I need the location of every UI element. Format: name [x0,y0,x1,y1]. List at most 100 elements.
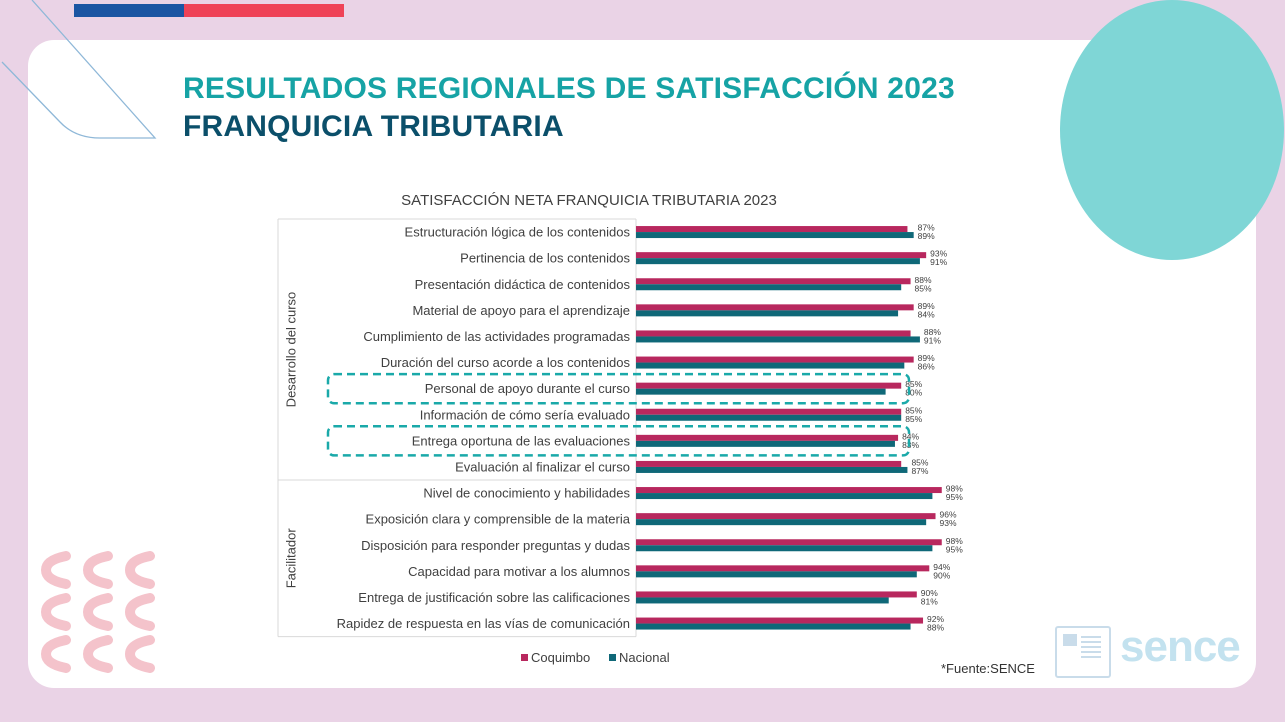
data-label: 87% [911,466,928,476]
category-label: Estructuración lógica de los contenidos [405,225,631,240]
top-accent-red [184,4,344,17]
bar-coquimbo [636,460,902,467]
data-label: 80% [905,388,922,398]
legend-swatch-nacional [609,654,616,661]
bar-coquimbo [636,487,942,494]
bar-nacional [636,466,908,473]
gobierno-logo-icon [1055,626,1111,678]
data-label: 81% [921,596,938,606]
bar-nacional [636,284,902,291]
data-label: 84% [902,431,919,441]
data-label: 89% [918,353,935,363]
chart-title: SATISFACCIÓN NETA FRANQUICIA TRIBUTARIA … [401,192,777,209]
category-label: Cumplimiento de las actividades programa… [363,329,630,344]
data-label: 93% [940,518,957,528]
data-label: 91% [930,257,947,267]
bar-nacional [636,258,920,265]
data-label: 90% [921,588,938,598]
highlight-box [326,372,911,405]
data-label: 95% [946,492,963,502]
legend-swatch-coquimbo [521,654,528,661]
bar-nacional [636,519,927,526]
data-label: 86% [918,362,935,372]
highlight-box [326,425,911,457]
bar-nacional [636,623,911,630]
data-label: 85% [905,405,922,415]
page-title: RESULTADOS REGIONALES DE SATISFACCIÓN 20… [183,72,955,105]
category-label: Rapidez de respuesta en las vías de comu… [337,616,630,631]
page-subtitle: FRANQUICIA TRIBUTARIA [183,110,564,143]
data-label: 87% [918,223,935,233]
data-label: 88% [927,623,944,633]
bar-coquimbo [636,591,917,598]
data-label: 98% [946,536,963,546]
bar-coquimbo [636,408,902,415]
bar-nacional [636,597,889,604]
bar-coquimbo [636,539,942,546]
category-label: Exposición clara y comprensible de la ma… [366,512,631,527]
category-label: Evaluación al finalizar el curso [455,459,630,474]
bar-nacional [636,336,920,343]
data-label: 89% [918,231,935,241]
decorative-lines [1,0,157,139]
legend-label-nacional: Nacional [619,650,670,665]
bar-nacional [636,571,917,578]
data-label: 98% [946,484,963,494]
bar-nacional [636,545,933,552]
group-label: Facilitador [283,528,298,589]
bar-coquimbo [636,304,914,311]
data-label: 85% [905,414,922,424]
bar-coquimbo [636,330,911,337]
category-label: Capacidad para motivar a los alumnos [408,564,630,579]
category-label: Duración del curso acorde a los contenid… [381,355,631,370]
bar-coquimbo [636,278,911,285]
category-label: Información de cómo sería evaluado [420,407,630,422]
bar-coquimbo [636,252,927,259]
category-label: Pertinencia de los contenidos [460,251,630,266]
bar-coquimbo [636,382,902,389]
data-label: 96% [940,510,957,520]
data-label: 91% [924,335,941,345]
data-label: 85% [905,379,922,389]
group-label: Desarrollo del curso [283,292,298,408]
category-label: Presentación didáctica de contenidos [415,277,631,292]
bar-coquimbo [636,356,914,363]
data-label: 93% [930,249,947,259]
category-label: Entrega de justificación sobre las calif… [358,590,630,605]
category-label: Entrega oportuna de las evaluaciones [412,433,631,448]
source-note: *Fuente:SENCE [941,661,1035,676]
bar-coquimbo [636,513,936,520]
top-accent-blue [74,4,184,17]
sence-logo: sence [1120,622,1241,671]
data-label: 83% [902,440,919,450]
bar-coquimbo [636,434,899,441]
data-label: 84% [918,309,935,319]
decorative-circle [1060,0,1284,260]
data-label: 94% [933,562,950,572]
data-label: 95% [946,544,963,554]
category-label: Personal de apoyo durante el curso [425,381,630,396]
bar-nacional [636,362,905,369]
category-label: Nivel de conocimiento y habilidades [423,486,630,501]
data-label: 88% [924,327,941,337]
bar-nacional [636,388,886,395]
bar-nacional [636,310,899,317]
bar-nacional [636,440,895,447]
category-label: Material de apoyo para el aprendizaje [412,303,630,318]
bar-coquimbo [636,226,908,233]
bar-nacional [636,493,933,500]
bar-coquimbo [636,565,930,572]
bar-coquimbo [636,617,924,624]
data-label: 85% [911,457,928,467]
decorative-pattern [40,551,155,673]
bar-nacional [636,414,902,421]
bar-nacional [636,232,914,239]
data-label: 90% [933,570,950,580]
data-label: 85% [915,283,932,293]
category-label: Disposición para responder preguntas y d… [361,538,630,553]
legend-label-coquimbo: Coquimbo [531,650,590,665]
data-label: 89% [918,301,935,311]
data-label: 88% [915,275,932,285]
data-label: 92% [927,614,944,624]
